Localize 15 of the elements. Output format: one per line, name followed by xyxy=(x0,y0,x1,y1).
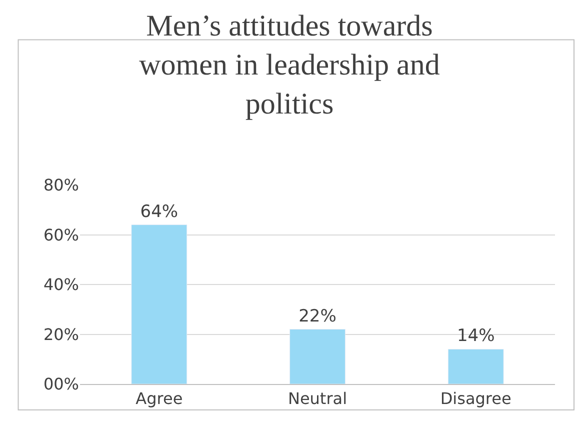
data-label: 22% xyxy=(298,306,336,326)
data-label: 14% xyxy=(456,326,495,346)
data-label: 64% xyxy=(140,202,178,222)
x-tick-label: Neutral xyxy=(288,389,348,408)
bar xyxy=(131,224,188,384)
y-tick-label: 20% xyxy=(43,324,79,344)
bar xyxy=(448,348,504,384)
x-tick-label: Agree xyxy=(136,389,183,408)
y-tick-label: 80% xyxy=(43,176,79,195)
y-tick-label: 40% xyxy=(43,275,79,294)
x-tick-label: Disagree xyxy=(440,389,512,408)
y-tick-label: 60% xyxy=(43,225,79,244)
chart-title: Men’s attitudes towards women in leadership and politics xyxy=(139,10,440,121)
y-tick-label: 00% xyxy=(43,374,79,394)
bar xyxy=(290,329,346,384)
